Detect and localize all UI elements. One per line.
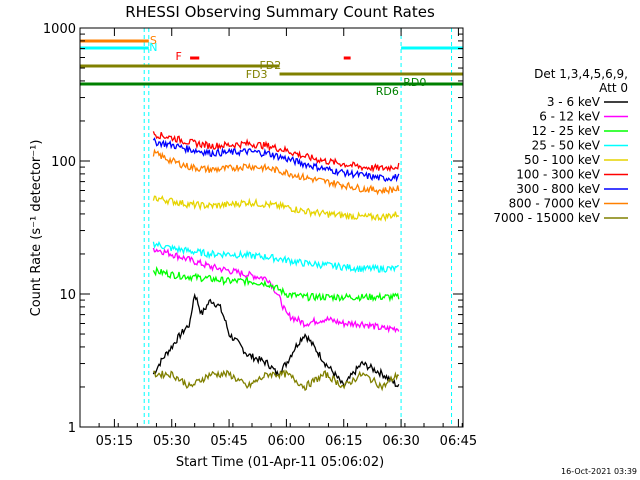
legend-label: 100 - 300 keV	[516, 168, 600, 182]
legend-label: 3 - 6 keV	[547, 95, 601, 109]
x-tick-label: 06:30	[382, 434, 419, 449]
flag-label: S	[150, 34, 157, 47]
flag-label: F	[175, 50, 181, 63]
series-line	[152, 265, 400, 303]
x-axis: 05:15 05:30 05:45 06:00 06:15 06:30 06:45	[79, 28, 477, 449]
x-tick-label: 05:30	[153, 434, 190, 449]
y-tick-label: 10	[59, 288, 76, 303]
series-line	[152, 148, 400, 196]
legend-label: 6 - 12 keV	[539, 110, 601, 124]
legend-label: 25 - 50 keV	[532, 139, 601, 153]
legend-label: 300 - 800 keV	[516, 182, 600, 196]
chart-title: RHESSI Observing Summary Count Rates	[125, 3, 435, 21]
legend-label: 50 - 100 keV	[524, 153, 601, 167]
y-tick-label: 1000	[43, 22, 76, 37]
x-tick-label: 05:45	[210, 434, 247, 449]
x-tick-label: 06:45	[440, 434, 477, 449]
series-line	[152, 131, 400, 173]
y-tick-label: 100	[51, 155, 76, 170]
flag-label: RD6	[376, 85, 399, 98]
legend-header: Det 1,3,4,5,6,9,	[534, 67, 628, 81]
series-line	[152, 292, 400, 389]
series-line	[152, 137, 400, 183]
legend-header: Att 0	[599, 81, 628, 95]
series-line	[152, 194, 400, 223]
timestamp: 16-Oct-2021 03:39	[561, 467, 637, 476]
y-axis: 1 10 100 1000	[43, 22, 463, 436]
flag-label: FD3	[246, 68, 268, 81]
flag-label: FD2	[259, 59, 281, 72]
x-tick-label: 05:15	[96, 434, 133, 449]
x-axis-label: Start Time (01-Apr-11 05:06:02)	[176, 455, 384, 470]
flag-label: RD0	[403, 76, 426, 89]
flag-label: N	[149, 41, 157, 54]
x-tick-label: 06:00	[268, 434, 305, 449]
x-tick-label: 06:15	[325, 434, 362, 449]
legend-label: 12 - 25 keV	[532, 124, 601, 138]
legend-label: 800 - 7000 keV	[509, 197, 601, 211]
y-tick-label: 1	[68, 421, 76, 436]
series-line	[152, 240, 399, 274]
series-line	[152, 247, 400, 334]
y-axis-label: Count Rate (s⁻¹ detector⁻¹)	[29, 140, 44, 317]
series-line	[153, 369, 400, 392]
legend-label: 7000 - 15000 keV	[493, 211, 600, 225]
